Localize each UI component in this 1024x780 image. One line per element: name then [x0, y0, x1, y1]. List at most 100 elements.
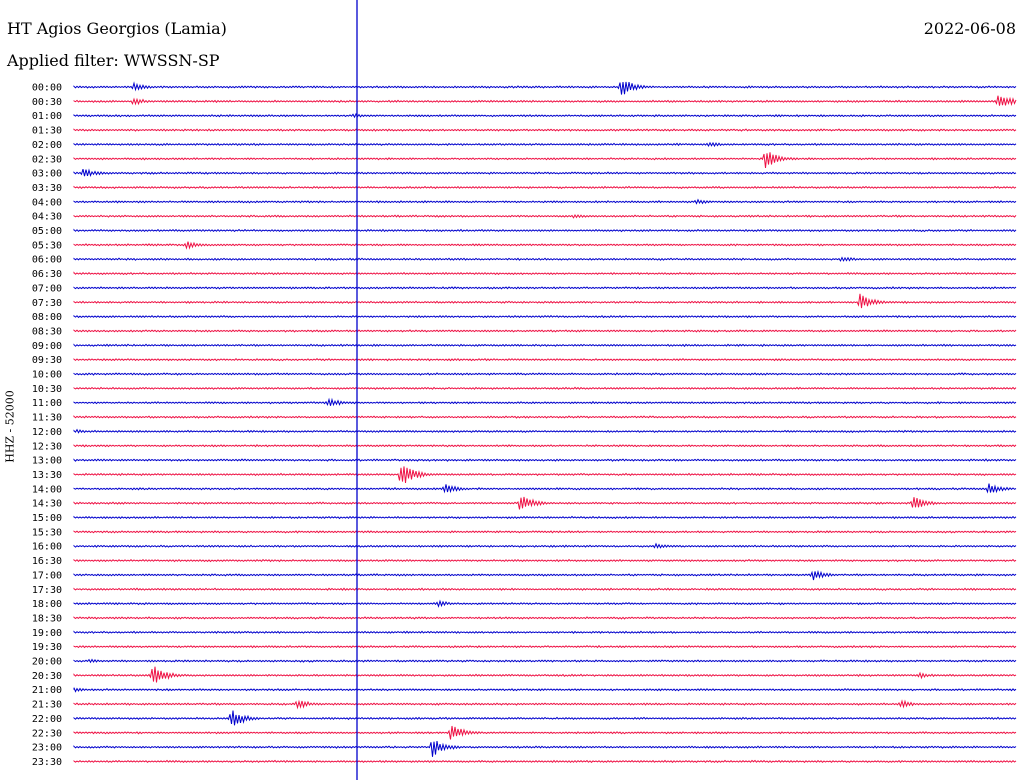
trace-line [73, 483, 1017, 494]
trace-line [73, 515, 1017, 520]
tick-label: 19:30 [32, 642, 62, 653]
tick-label: 02:00 [32, 140, 62, 151]
tick-label: 23:00 [32, 743, 62, 754]
trace-line [73, 599, 1017, 608]
trace-line [73, 386, 1017, 391]
trace-line [73, 397, 1017, 407]
tick-label: 20:30 [32, 671, 62, 682]
tick-label: 22:00 [32, 714, 62, 725]
trace-line [73, 428, 1017, 434]
tick-label: 15:00 [32, 513, 62, 524]
trace-line [73, 630, 1017, 634]
tick-label: 17:00 [32, 570, 62, 581]
trace-line [73, 458, 1017, 462]
tick-label: 15:30 [32, 527, 62, 538]
trace-line [73, 214, 1017, 219]
trace-line [73, 152, 1017, 168]
trace-line [73, 496, 1017, 510]
tick-label: 09:00 [32, 341, 62, 352]
tick-label: 14:30 [32, 499, 62, 510]
tick-label: 16:00 [32, 542, 62, 553]
tick-label: 00:30 [32, 97, 62, 108]
tick-label: 01:30 [32, 126, 62, 137]
trace-line [73, 198, 1017, 205]
trace-line [73, 314, 1017, 319]
trace-line [73, 286, 1017, 290]
tick-label: 08:30 [32, 326, 62, 337]
tick-label: 05:00 [32, 226, 62, 237]
tick-label: 02:30 [32, 154, 62, 165]
trace-line [73, 710, 1017, 726]
trace-line [73, 95, 1017, 107]
tick-label: 06:00 [32, 255, 62, 266]
tick-label: 06:30 [32, 269, 62, 280]
trace-line [73, 466, 1017, 484]
tick-label: 10:30 [32, 384, 62, 395]
trace-line [73, 569, 1017, 581]
tick-label: 20:00 [32, 657, 62, 668]
trace-line [73, 530, 1017, 534]
tick-label: 16:30 [32, 556, 62, 567]
tick-label: 11:30 [32, 413, 62, 424]
trace-line [73, 256, 1017, 262]
trace-line [73, 228, 1017, 233]
tick-label-group: 00:00 00:30 01:00 01:30 02:00 02:30 03:00 03:30… [32, 83, 62, 768]
trace-line [73, 81, 1017, 95]
tick-label: 10:00 [32, 370, 62, 381]
tick-label: 05:30 [32, 240, 62, 251]
trace-line [73, 687, 1017, 693]
tick-label: 21:00 [32, 685, 62, 696]
trace-line [73, 112, 1017, 119]
trace-line [73, 343, 1017, 348]
trace-line [73, 587, 1017, 591]
trace-line [73, 658, 1017, 664]
trace-line [73, 558, 1017, 563]
date-label: 2022-06-08 [923, 19, 1016, 38]
trace-line [73, 542, 1017, 549]
tick-label: 13:30 [32, 470, 62, 481]
tick-label: 03:00 [32, 169, 62, 180]
tick-label: 18:00 [32, 599, 62, 610]
trace-line [73, 616, 1017, 620]
trace-line [73, 644, 1017, 649]
tick-label: 13:00 [32, 456, 62, 467]
tick-label: 22:30 [32, 728, 62, 739]
tick-label: 04:00 [32, 197, 62, 208]
trace-line [73, 241, 1017, 250]
tick-label: 12:00 [32, 427, 62, 438]
trace-line [73, 271, 1017, 276]
trace-line [73, 293, 1017, 309]
station-title: HT Agios Georgios (Lamia) [7, 19, 227, 38]
trace-line [73, 725, 1017, 740]
tick-label: 18:30 [32, 613, 62, 624]
tick-label: 09:30 [32, 355, 62, 366]
trace-line [73, 444, 1017, 448]
tick-label: 07:30 [32, 298, 62, 309]
tick-label: 23:30 [32, 757, 62, 768]
trace-line [73, 759, 1017, 764]
tick-label: 12:30 [32, 441, 62, 452]
filter-label: Applied filter: WWSSN-SP [7, 51, 220, 70]
trace-line [73, 128, 1017, 132]
tick-label: 19:00 [32, 628, 62, 639]
tick-label: 21:30 [32, 700, 62, 711]
trace-line [73, 168, 1017, 178]
trace-line [73, 185, 1017, 190]
trace-line [73, 357, 1017, 362]
tick-label: 14:00 [32, 484, 62, 495]
tick-label: 17:30 [32, 585, 62, 596]
trace-line [73, 666, 1017, 683]
tick-label: 00:00 [32, 83, 62, 94]
tick-label: 11:00 [32, 398, 62, 409]
tick-label: 01:00 [32, 111, 62, 122]
tick-label: 04:30 [32, 212, 62, 223]
trace-line [73, 699, 1017, 710]
trace-line [73, 741, 1017, 757]
trace-line [73, 372, 1017, 376]
trace-line [73, 329, 1017, 333]
trace-group [73, 81, 1017, 764]
tick-label: 08:00 [32, 312, 62, 323]
trace-line [73, 415, 1017, 419]
tick-label: 03:30 [32, 183, 62, 194]
